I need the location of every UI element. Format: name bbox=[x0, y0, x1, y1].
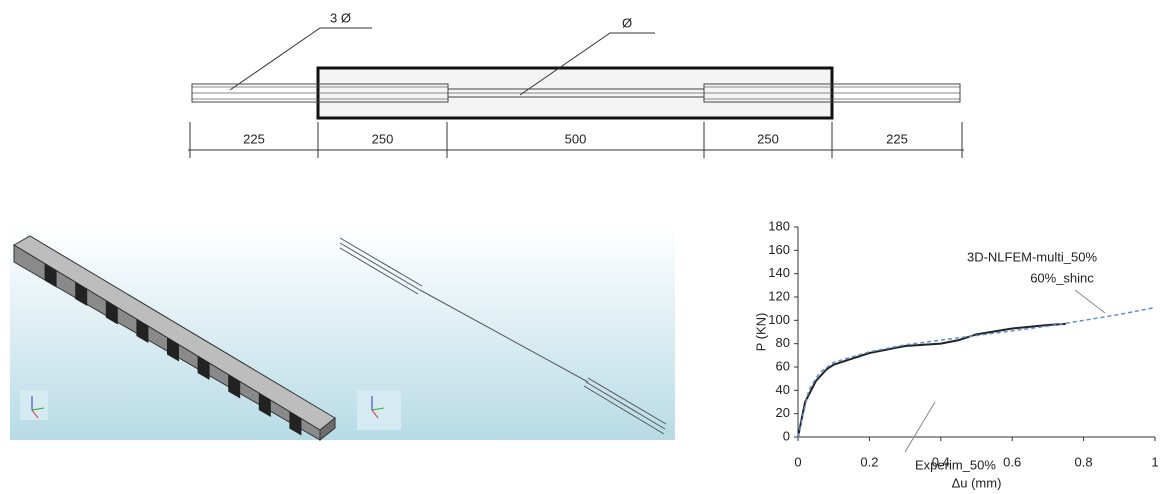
y-tick-label: 60 bbox=[776, 358, 790, 373]
series-label: 3D-NLFEM-multi_50% bbox=[967, 249, 1097, 264]
dimension-label: 225 bbox=[886, 131, 908, 146]
y-tick-label: 80 bbox=[776, 335, 790, 350]
y-axis-label: P (KN) bbox=[753, 313, 768, 352]
dimension-label: 500 bbox=[565, 131, 587, 146]
x-tick-label: 0.6 bbox=[1003, 454, 1021, 469]
series-line bbox=[798, 324, 1066, 437]
y-tick-label: 20 bbox=[776, 405, 790, 420]
x-tick-label: 0.2 bbox=[860, 454, 878, 469]
series-label: Experim_50% bbox=[915, 457, 996, 472]
x-tick-label: 1 bbox=[1151, 454, 1158, 469]
figure: 3 Ø Ø 225 250 500 250 225 0 20 40 60 80 100 120 140… bbox=[0, 0, 1161, 494]
series-line bbox=[798, 308, 1155, 438]
dimension-label: 250 bbox=[372, 131, 394, 146]
label: Ø bbox=[622, 15, 632, 30]
y-tick-label: 100 bbox=[768, 312, 790, 327]
bar-middle bbox=[448, 89, 704, 97]
dimension-label: 225 bbox=[243, 131, 265, 146]
y-tick-label: 160 bbox=[768, 242, 790, 257]
y-tick-label: 40 bbox=[776, 382, 790, 397]
bar-right bbox=[704, 84, 960, 102]
leader bbox=[905, 402, 935, 452]
y-tick-label: 0 bbox=[783, 428, 790, 443]
y-tick-label: 180 bbox=[768, 218, 790, 233]
leader bbox=[1075, 290, 1105, 313]
x-tick-label: 0.8 bbox=[1075, 454, 1093, 469]
y-tick-label: 120 bbox=[768, 288, 790, 303]
x-tick-label: 0 bbox=[794, 454, 801, 469]
series-label: 60%_shinc bbox=[1030, 270, 1094, 285]
label: 3 Ø bbox=[330, 10, 351, 25]
x-axis-label: Δu (mm) bbox=[952, 475, 1002, 490]
fem-panel bbox=[10, 228, 675, 440]
y-tick-label: 140 bbox=[768, 265, 790, 280]
dimension-label: 250 bbox=[757, 131, 779, 146]
bar-left bbox=[192, 84, 448, 102]
specimen-drawing: 3 Ø Ø 225 250 500 250 225 bbox=[188, 10, 964, 158]
